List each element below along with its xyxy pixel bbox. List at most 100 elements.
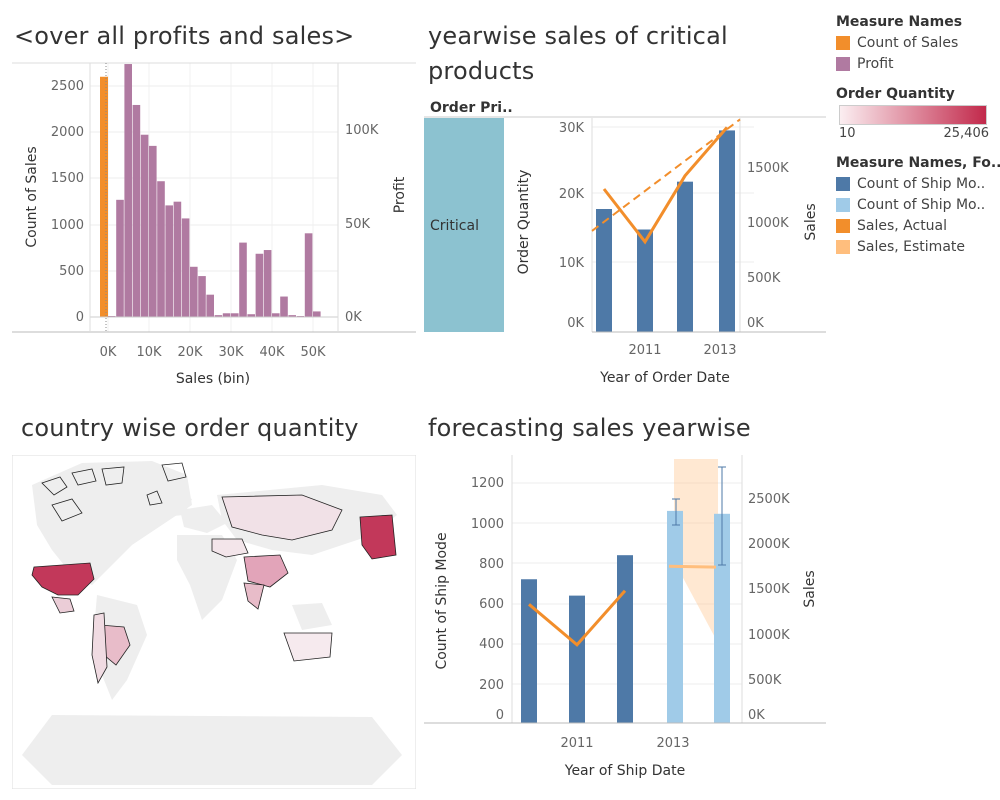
- profit-bar: [239, 242, 247, 317]
- profit-bar: [214, 315, 223, 317]
- right-tick: 500K: [748, 673, 782, 688]
- russia-shape: [221, 494, 343, 541]
- order-priority-header: Order Pri..: [430, 100, 513, 116]
- legend-label: Profit: [857, 55, 894, 72]
- profit-bar: [132, 104, 141, 318]
- right-tick: 0K: [345, 310, 362, 325]
- left-tick: 500: [59, 264, 84, 279]
- left-tick: 20K: [559, 187, 585, 202]
- x-tick: 10K: [136, 345, 162, 360]
- left-tick: 0: [496, 708, 504, 723]
- profits-sheet-title: <over all profits and sales>: [14, 22, 355, 50]
- left-tick: 2500: [51, 79, 84, 94]
- order-quantity-bar: [677, 181, 693, 332]
- profit-bar: [304, 233, 313, 317]
- legend-swatch: [836, 176, 850, 191]
- left-tick: 0: [76, 310, 84, 325]
- x-tick: 30K: [218, 345, 244, 360]
- legend-item-sales-actual[interactable]: Sales, Actual: [836, 215, 996, 236]
- yearwise-chart[interactable]: Order Pri.. Critical 30K 20K 10K 0K 1500…: [420, 94, 830, 394]
- count-of-sales-bar: [100, 76, 108, 317]
- usa-shape: [31, 562, 95, 596]
- forecast-sheet-title: forecasting sales yearwise: [428, 414, 751, 442]
- yearwise-x-axis-title: Year of Order Date: [599, 370, 730, 386]
- legend-label: Sales, Actual: [857, 217, 948, 234]
- profit-bar: [149, 145, 157, 317]
- x-tick: 0K: [100, 345, 117, 360]
- order-quantity-bar: [596, 209, 612, 332]
- forecast-right-axis-title: Sales: [802, 570, 818, 607]
- legend-label: Count of Ship Mo..: [857, 175, 986, 192]
- profits-sales-chart[interactable]: 2500 2000 1500 1000 500 0 100K 50K 0K 0K…: [0, 55, 420, 395]
- yearwise-x-ticks: 2011 2013: [628, 343, 736, 358]
- left-tick: 800: [479, 557, 504, 572]
- india-shape: [243, 582, 265, 610]
- world-map[interactable]: [12, 455, 416, 789]
- order-quantity-min: 10: [839, 126, 856, 141]
- left-tick: 1500: [51, 171, 84, 186]
- x-tick: 2011: [628, 343, 661, 358]
- south-america-rest-shape: [91, 612, 108, 685]
- ship-mode-actual-bar: [521, 579, 537, 723]
- profit-bar: [198, 276, 206, 317]
- profit-bar: [288, 315, 296, 317]
- right-tick: 2500K: [748, 492, 790, 507]
- forecast-x-axis-title: Year of Ship Date: [564, 763, 685, 779]
- ship-mode-actual-bar: [617, 555, 633, 723]
- x-tick: 50K: [300, 345, 326, 360]
- profit-bar: [173, 201, 182, 317]
- forecast-left-ticks: 1200 1000 800 600 400 200 0: [471, 476, 504, 723]
- yearwise-right-ticks: 1500K 1000K 500K 0K: [747, 161, 789, 331]
- right-tick: 2000K: [748, 537, 790, 552]
- x-tick: 2013: [703, 343, 736, 358]
- left-tick: 0K: [567, 316, 584, 331]
- x-tick: 20K: [177, 345, 203, 360]
- profit-bar: [280, 296, 288, 317]
- forecast-confidence-band: [674, 459, 718, 643]
- australia-shape: [283, 632, 333, 662]
- legend-item-count-of-sales[interactable]: Count of Sales: [836, 32, 996, 53]
- left-tick: 200: [479, 678, 504, 693]
- profit-bar: [247, 314, 255, 317]
- profit-bar: [116, 199, 124, 317]
- map-sheet-title: country wise order quantity: [21, 414, 359, 442]
- x-tick: 40K: [259, 345, 285, 360]
- right-tick: 0K: [748, 708, 765, 723]
- left-tick: 10K: [559, 256, 585, 271]
- order-quantity-bar: [637, 229, 653, 332]
- order-quantity-range: 10 25,406: [839, 126, 989, 141]
- order-quantity-bar: [719, 130, 735, 332]
- profits-left-axis-title: Count of Sales: [24, 146, 40, 247]
- left-tick: 30K: [559, 121, 585, 136]
- sales-estimate-line: [668, 564, 717, 569]
- left-tick: 2000: [51, 125, 84, 140]
- left-tick: 400: [479, 637, 504, 652]
- legend-item-profit[interactable]: Profit: [836, 53, 996, 74]
- profit-bar: [165, 205, 173, 317]
- legend-label: Count of Sales: [857, 34, 959, 51]
- yearwise-left-axis-title: Order Quantity: [516, 170, 532, 275]
- x-tick: 2013: [656, 736, 689, 751]
- legend-item-sales-estimate[interactable]: Sales, Estimate: [836, 236, 996, 257]
- legend-swatch: [836, 35, 850, 50]
- map-countries-outline: [41, 462, 187, 522]
- profit-bar: [181, 218, 190, 317]
- ship-mode-estimate-bar: [714, 513, 730, 723]
- legend-swatch: [836, 56, 850, 71]
- ship-mode-actual-bar: [569, 595, 585, 723]
- right-tick: 1000K: [748, 628, 790, 643]
- profit-bar: [263, 250, 272, 317]
- ship-mode-estimate-bar: [667, 510, 683, 723]
- yearwise-title-line1: yearwise sales of critical: [428, 22, 728, 50]
- profits-x-axis-title: Sales (bin): [176, 371, 250, 387]
- legend-item-ship-mode-actual[interactable]: Count of Ship Mo..: [836, 173, 996, 194]
- x-tick: 2011: [560, 736, 593, 751]
- legend-label: Sales, Estimate: [857, 238, 966, 255]
- profit-bar: [313, 311, 321, 317]
- right-tick: 1500K: [747, 161, 789, 176]
- critical-row-cell[interactable]: [424, 118, 504, 332]
- yearwise-bars: [596, 130, 735, 332]
- forecast-chart[interactable]: 1200 1000 800 600 400 200 0 2500K 2000K …: [420, 455, 830, 790]
- legend-swatch: [836, 218, 850, 233]
- legend-item-ship-mode-estimate[interactable]: Count of Ship Mo..: [836, 194, 996, 215]
